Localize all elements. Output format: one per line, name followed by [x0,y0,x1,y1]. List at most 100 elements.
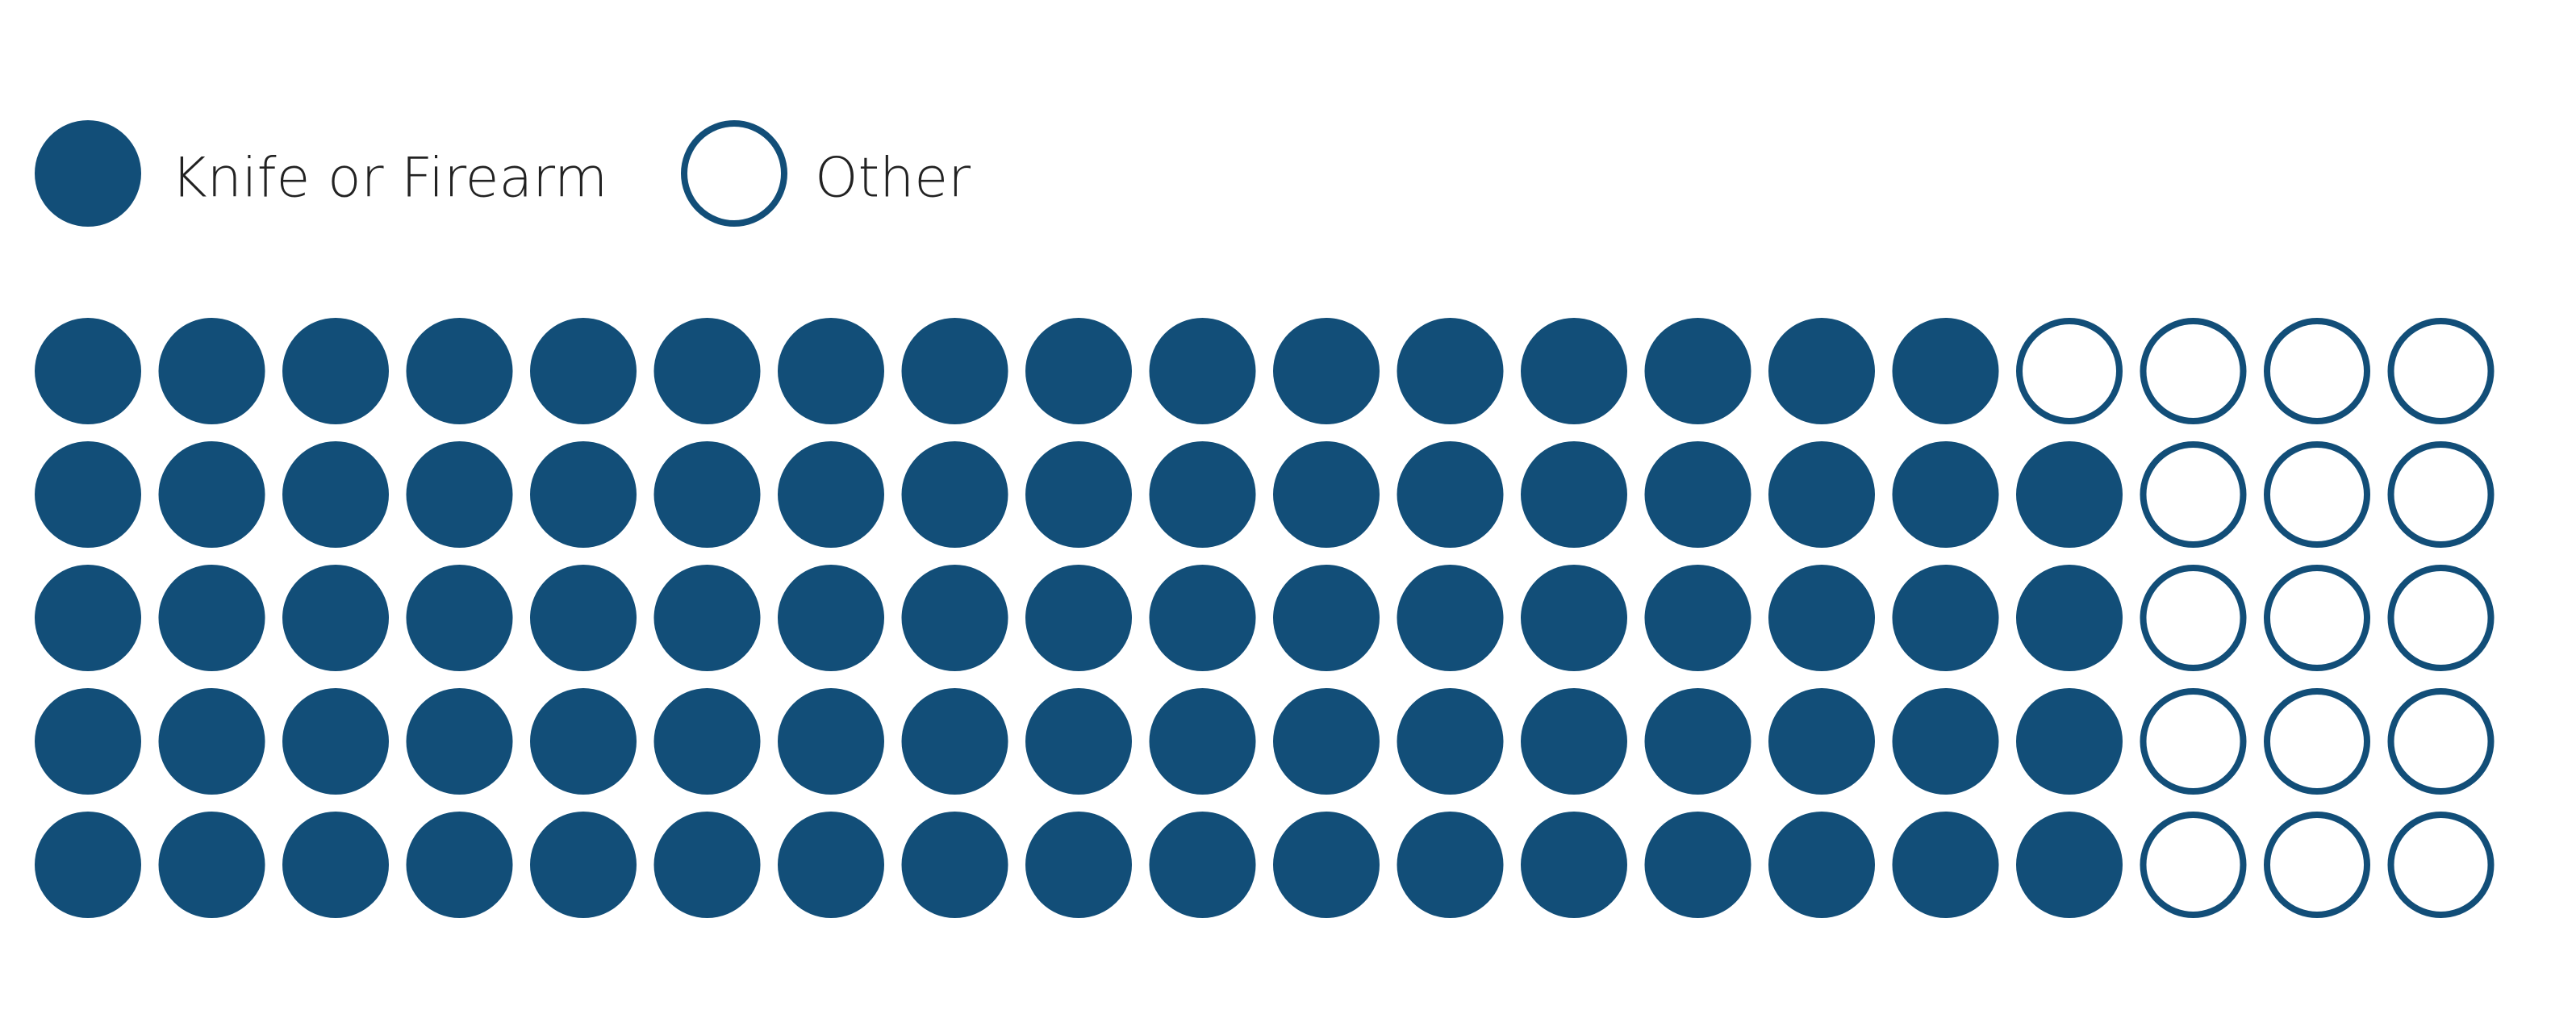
waffle-unit-knife-or-firearm [778,688,884,795]
waffle-unit-knife-or-firearm [1025,441,1132,548]
legend-item-other: Other [681,120,971,227]
waffle-unit-other [2016,318,2123,424]
waffle-unit-other [2387,441,2495,548]
waffle-unit-knife-or-firearm [158,812,265,918]
waffle-unit-knife-or-firearm [1892,318,1999,424]
waffle-unit-knife-or-firearm [1644,441,1751,548]
waffle-unit-knife-or-firearm [1273,441,1380,548]
waffle-unit-knife-or-firearm [282,688,389,795]
waffle-unit-knife-or-firearm [282,318,389,424]
waffle-unit-other [2387,565,2495,671]
waffle-unit-knife-or-firearm [1273,688,1380,795]
waffle-unit-knife-or-firearm [1025,688,1132,795]
waffle-unit-knife-or-firearm [35,688,141,795]
waffle-unit-knife-or-firearm [1644,688,1751,795]
waffle-unit-other [2264,812,2370,918]
waffle-unit-other [2140,318,2247,424]
waffle-unit-knife-or-firearm [778,812,884,918]
waffle-unit-other [2264,318,2370,424]
waffle-unit-knife-or-firearm [1892,565,1999,671]
waffle-unit-knife-or-firearm [778,441,884,548]
waffle-unit-other [2140,812,2247,918]
waffle-unit-other [2387,812,2495,918]
waffle-unit-knife-or-firearm [530,688,637,795]
waffle-unit-knife-or-firearm [530,318,637,424]
waffle-unit-knife-or-firearm [1273,565,1380,671]
waffle-unit-knife-or-firearm [1521,565,1627,671]
waffle-unit-knife-or-firearm [778,565,884,671]
waffle-unit-knife-or-firearm [1521,441,1627,548]
legend-marker-outline [681,120,787,227]
waffle-unit-other [2387,688,2495,795]
waffle-unit-other [2140,688,2247,795]
waffle-unit-knife-or-firearm [1521,318,1627,424]
waffle-unit-knife-or-firearm [530,812,637,918]
waffle-unit-knife-or-firearm [1149,688,1256,795]
waffle-unit-knife-or-firearm [158,441,265,548]
waffle-unit-knife-or-firearm [406,812,513,918]
waffle-unit-knife-or-firearm [35,441,141,548]
waffle-unit-knife-or-firearm [1025,565,1132,671]
waffle-unit-other [2387,318,2495,424]
waffle-unit-knife-or-firearm [1644,565,1751,671]
waffle-unit-knife-or-firearm [653,688,761,795]
waffle-unit-knife-or-firearm [1768,812,1875,918]
waffle-unit-knife-or-firearm [1397,441,1504,548]
waffle-unit-knife-or-firearm [1025,318,1132,424]
waffle-grid [35,318,2495,918]
waffle-unit-other [2140,565,2247,671]
waffle-unit-knife-or-firearm [2016,565,2123,671]
waffle-unit-knife-or-firearm [653,812,761,918]
waffle-unit-knife-or-firearm [778,318,884,424]
waffle-unit-knife-or-firearm [1025,812,1132,918]
waffle-unit-knife-or-firearm [282,565,389,671]
waffle-unit-knife-or-firearm [282,812,389,918]
waffle-unit-knife-or-firearm [35,812,141,918]
waffle-unit-knife-or-firearm [1644,318,1751,424]
waffle-unit-knife-or-firearm [530,441,637,548]
waffle-unit-knife-or-firearm [1397,688,1504,795]
waffle-unit-knife-or-firearm [901,565,1008,671]
waffle-unit-knife-or-firearm [35,565,141,671]
waffle-unit-knife-or-firearm [653,318,761,424]
waffle-unit-knife-or-firearm [406,565,513,671]
waffle-unit-knife-or-firearm [1273,318,1380,424]
waffle-unit-knife-or-firearm [1149,812,1256,918]
waffle-unit-knife-or-firearm [1397,565,1504,671]
waffle-unit-knife-or-firearm [2016,812,2123,918]
waffle-unit-knife-or-firearm [158,318,265,424]
waffle-unit-knife-or-firearm [406,688,513,795]
waffle-unit-knife-or-firearm [1768,565,1875,671]
legend-label-other: Other [815,147,971,211]
waffle-unit-knife-or-firearm [2016,688,2123,795]
waffle-unit-knife-or-firearm [530,565,637,671]
waffle-unit-knife-or-firearm [1768,688,1875,795]
waffle-unit-knife-or-firearm [1397,812,1504,918]
waffle-unit-other [2264,441,2370,548]
waffle-unit-knife-or-firearm [406,441,513,548]
legend-marker-filled [35,120,141,227]
waffle-unit-knife-or-firearm [1644,812,1751,918]
waffle-unit-other [2264,565,2370,671]
waffle-unit-knife-or-firearm [1397,318,1504,424]
waffle-unit-knife-or-firearm [1521,688,1627,795]
waffle-unit-other [2264,688,2370,795]
waffle-unit-knife-or-firearm [901,318,1008,424]
waffle-unit-knife-or-firearm [406,318,513,424]
waffle-unit-knife-or-firearm [158,688,265,795]
waffle-unit-knife-or-firearm [901,812,1008,918]
waffle-unit-knife-or-firearm [901,688,1008,795]
waffle-unit-knife-or-firearm [653,565,761,671]
waffle-unit-knife-or-firearm [1149,318,1256,424]
waffle-unit-knife-or-firearm [158,565,265,671]
legend-label-knife-or-firearm: Knife or Firearm [171,147,607,211]
waffle-unit-knife-or-firearm [1892,441,1999,548]
waffle-unit-knife-or-firearm [901,441,1008,548]
waffle-unit-knife-or-firearm [1521,812,1627,918]
legend: Knife or Firearm Other [35,120,971,227]
waffle-unit-knife-or-firearm [653,441,761,548]
waffle-unit-other [2140,441,2247,548]
waffle-unit-knife-or-firearm [282,441,389,548]
waffle-unit-knife-or-firearm [1892,812,1999,918]
